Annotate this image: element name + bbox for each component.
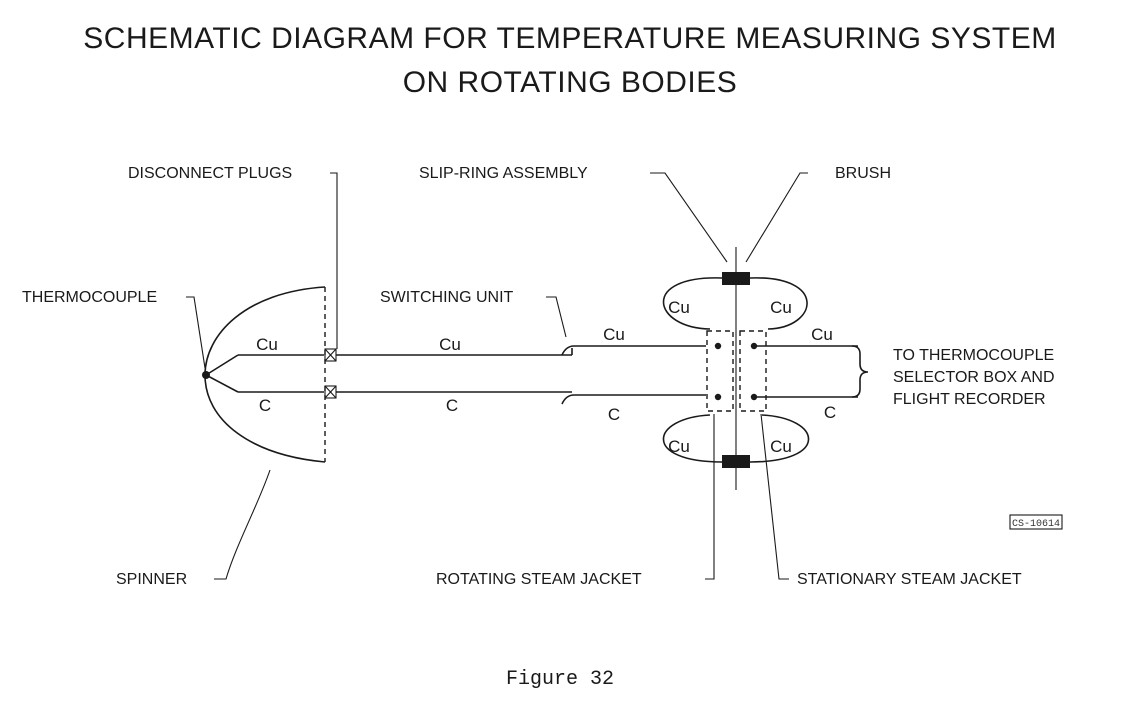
wire-label-cu-switch: Cu (603, 325, 625, 344)
leader-slip-ring-assembly (650, 172, 728, 263)
top-right-loop (749, 277, 808, 330)
stamp-text: CS-10614 (1012, 519, 1060, 530)
label-to-selector-3: FLIGHT RECORDER (893, 391, 1046, 408)
wire-label-cu-top-right: Cu (770, 298, 792, 317)
leader-thermocouple (186, 296, 206, 369)
contact-rotating-cu (714, 342, 722, 350)
leader-disconnect-plugs (330, 172, 338, 349)
leader-switching-unit (546, 296, 567, 338)
label-thermocouple: THERMOCOUPLE (22, 289, 157, 306)
label-stationary-steam-jacket: STATIONARY STEAM JACKET (797, 571, 1022, 588)
brush-top (722, 272, 750, 285)
label-disconnect-plugs: DISCONNECT PLUGS (128, 165, 292, 182)
cu-lead-wire (205, 354, 239, 376)
wire-label-c-switch: C (608, 405, 620, 424)
label-spinner: SPINNER (116, 571, 187, 588)
rotating-steam-jacket (706, 330, 734, 412)
spinner (204, 286, 326, 463)
wire-label-cu-top-left: Cu (668, 298, 690, 317)
label-to-selector-2: SELECTOR BOX AND (893, 369, 1055, 386)
label-rotating-steam-jacket: ROTATING STEAM JACKET (436, 571, 642, 588)
leader-rotating-steam-jacket (705, 414, 715, 580)
brush-bottom (722, 455, 750, 468)
wire-label-c-spinner: C (259, 396, 271, 415)
stamp-box (1009, 514, 1063, 530)
stationary-steam-jacket (739, 330, 767, 412)
leader-stationary-steam-jacket (760, 413, 789, 580)
contact-rotating-c (714, 393, 722, 401)
disconnect-plug-cu (324, 348, 337, 362)
label-to-selector-1: TO THERMOCOUPLE (893, 347, 1054, 364)
figure-caption: Figure 32 (506, 668, 614, 691)
wire-label-c-shaft: C (446, 396, 458, 415)
wire-label-cu-output: Cu (811, 325, 833, 344)
label-switching-unit: SWITCHING UNIT (380, 289, 514, 306)
wire-label-cu-bottom-left: Cu (668, 437, 690, 456)
bottom-left-loop (662, 414, 723, 463)
wire-label-cu-spinner: Cu (256, 335, 278, 354)
bottom-right-loop (749, 414, 810, 463)
disconnect-plug-c (324, 385, 337, 399)
wire-label-c-output: C (824, 403, 836, 422)
leader-spinner (214, 469, 271, 580)
switching-unit (561, 345, 706, 405)
top-left-loop (662, 277, 723, 330)
label-brush: BRUSH (835, 165, 891, 182)
title-line-2: ON ROTATING BODIES (403, 66, 738, 99)
wire-label-cu-bottom-right: Cu (770, 437, 792, 456)
output-bracket (851, 345, 869, 398)
label-slip-ring-assembly: SLIP-RING ASSEMBLY (419, 165, 588, 182)
wire-label-cu-shaft: Cu (439, 335, 461, 354)
leader-brush (745, 172, 808, 263)
c-lead-wire (205, 374, 239, 393)
title-line-1: SCHEMATIC DIAGRAM FOR TEMPERATURE MEASUR… (83, 22, 1056, 55)
